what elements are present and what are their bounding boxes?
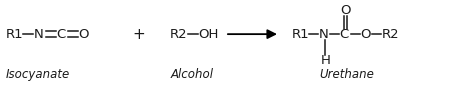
Text: N: N — [319, 28, 328, 41]
Text: Urethane: Urethane — [319, 68, 374, 81]
Text: Alcohol: Alcohol — [170, 68, 213, 81]
Text: O: O — [340, 4, 351, 17]
Text: N: N — [34, 28, 43, 41]
Text: +: + — [132, 27, 145, 42]
Text: C: C — [340, 28, 349, 41]
Text: O: O — [78, 28, 89, 41]
Text: R1: R1 — [292, 28, 310, 41]
Text: C: C — [56, 28, 65, 41]
Text: R2: R2 — [382, 28, 399, 41]
Text: H: H — [320, 54, 330, 67]
Text: O: O — [361, 28, 371, 41]
Text: R1: R1 — [6, 28, 23, 41]
Text: Isocyanate: Isocyanate — [6, 68, 70, 81]
Text: OH: OH — [198, 28, 219, 41]
Text: R2: R2 — [170, 28, 188, 41]
